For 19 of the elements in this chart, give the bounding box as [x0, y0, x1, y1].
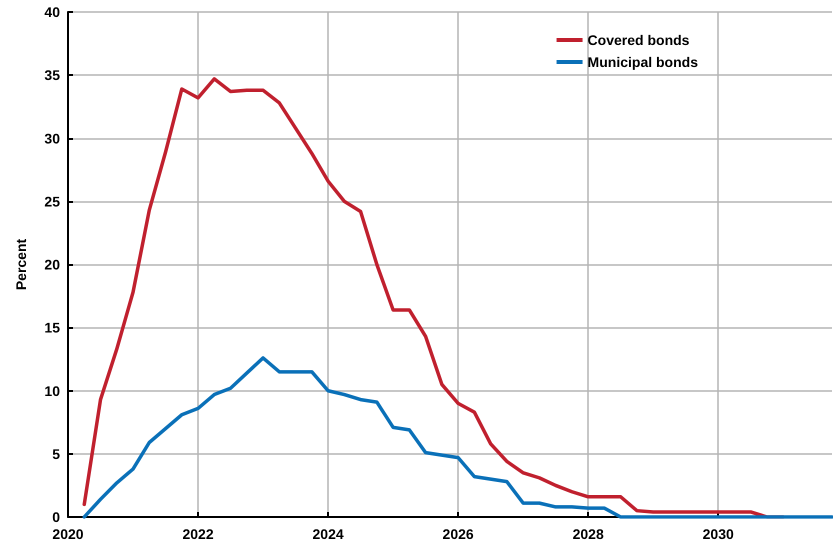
y-tick-label: 5	[52, 446, 60, 462]
y-tick-label: 10	[44, 382, 60, 399]
y-tick-label: 35	[44, 67, 60, 84]
x-tick-label: 2024	[312, 526, 344, 542]
y-tick-label: 15	[44, 320, 60, 336]
x-tick-label: 2020	[52, 526, 84, 542]
y-tick-label: 20	[44, 256, 60, 272]
y-axis-title: Percent	[13, 238, 29, 290]
x-tick-label: 2026	[442, 526, 474, 542]
legend-label: Municipal bonds	[588, 54, 698, 70]
y-tick-label: 40	[44, 4, 60, 20]
x-tick-label: 2028	[572, 526, 604, 542]
y-tick-label: 30	[44, 130, 60, 146]
y-tick-label: 0	[52, 509, 60, 525]
x-tick-label: 2030	[702, 526, 734, 542]
y-tick-label: 25	[44, 193, 60, 210]
legend-label: Covered bonds	[588, 32, 690, 48]
line-series	[82, 356, 833, 519]
x-tick-label: 2022	[182, 526, 214, 542]
